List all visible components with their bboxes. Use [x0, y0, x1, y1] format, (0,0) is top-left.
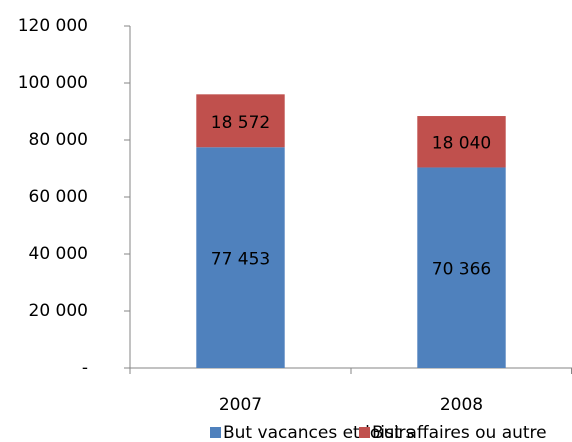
x-tick-label: 2007: [219, 395, 262, 415]
legend-label: But affaires ou autre: [372, 423, 547, 442]
value-label: 70 366: [432, 260, 491, 280]
bar-segment: [417, 167, 506, 368]
y-tick-label: 100 000: [18, 73, 88, 93]
bar-segment: [196, 147, 285, 368]
legend-swatch: [210, 427, 221, 438]
y-tick-label: 120 000: [18, 16, 88, 36]
bar-segment: [196, 94, 285, 148]
y-tick-label: -: [82, 358, 88, 378]
value-label: 18 040: [432, 134, 491, 154]
value-label: 18 572: [211, 113, 270, 133]
y-tick-label: 60 000: [29, 187, 88, 207]
y-tick-label: 80 000: [29, 130, 88, 150]
y-tick-label: 40 000: [29, 244, 88, 264]
bar-segment: [417, 116, 506, 168]
y-tick-label: 20 000: [29, 301, 88, 321]
value-label: 77 453: [211, 250, 270, 270]
x-tick-label: 2008: [440, 395, 483, 415]
legend-swatch: [359, 427, 370, 438]
